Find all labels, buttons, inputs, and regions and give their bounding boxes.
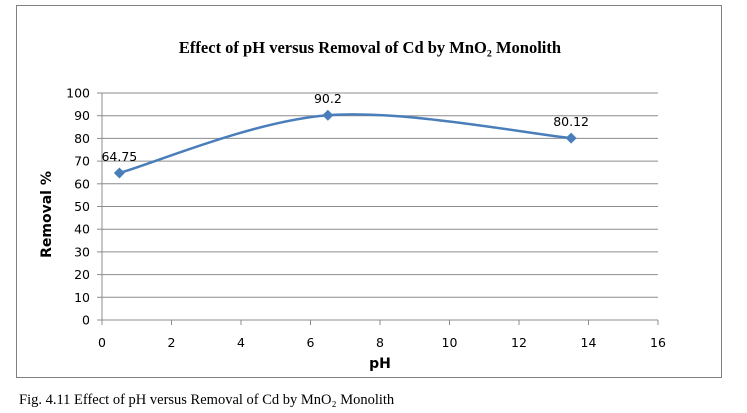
y-tick-label: 100 (66, 86, 90, 101)
x-tick-label: 12 (511, 335, 527, 350)
series-layer: 64.75 90.2 80.12 (101, 91, 589, 179)
chart-frame: Effect of pH versus Removal of Cd by MnO… (16, 5, 722, 378)
y-tick-label: 90 (74, 108, 90, 123)
x-tick-label: 10 (442, 335, 458, 350)
series-line (119, 113, 572, 175)
data-point-marker (565, 132, 577, 144)
x-axis-label: pH (369, 356, 391, 372)
data-label: 64.75 (101, 149, 137, 164)
y-tick-label: 20 (74, 267, 90, 282)
x-tick-label: 14 (581, 335, 597, 350)
data-label: 90.2 (314, 91, 342, 106)
data-point-marker (322, 109, 334, 121)
x-tick-label: 4 (237, 335, 245, 350)
y-tick-label: 40 (74, 222, 90, 237)
y-axis-ticks: 0 10 20 30 40 50 60 70 80 90 100 (66, 86, 90, 328)
chart-title: Effect of pH versus Removal of Cd by MnO… (179, 38, 561, 57)
x-tick-label: 8 (376, 335, 384, 350)
x-axis-ticks: 0 2 4 6 8 10 12 14 16 (98, 335, 666, 350)
y-tick-label: 50 (74, 199, 90, 214)
data-point-marker (113, 167, 125, 179)
y-tick-label: 10 (74, 290, 90, 305)
figure-caption: Fig. 4.11 Effect of pH versus Removal of… (19, 392, 395, 408)
x-tick-label: 2 (168, 335, 176, 350)
y-tick-label: 0 (82, 313, 90, 328)
x-tick-label: 16 (650, 335, 666, 350)
x-tick-label: 0 (98, 335, 106, 350)
y-tick-label: 30 (74, 244, 90, 259)
data-label: 80.12 (553, 114, 589, 129)
line-chart: Effect of pH versus Removal of Cd by MnO… (39, 38, 666, 372)
gridlines (97, 92, 659, 325)
y-tick-label: 80 (74, 131, 90, 146)
y-tick-label: 70 (74, 154, 90, 169)
y-axis-label: Removal % (39, 171, 55, 258)
x-tick-label: 6 (307, 335, 315, 350)
y-tick-label: 60 (74, 176, 90, 191)
